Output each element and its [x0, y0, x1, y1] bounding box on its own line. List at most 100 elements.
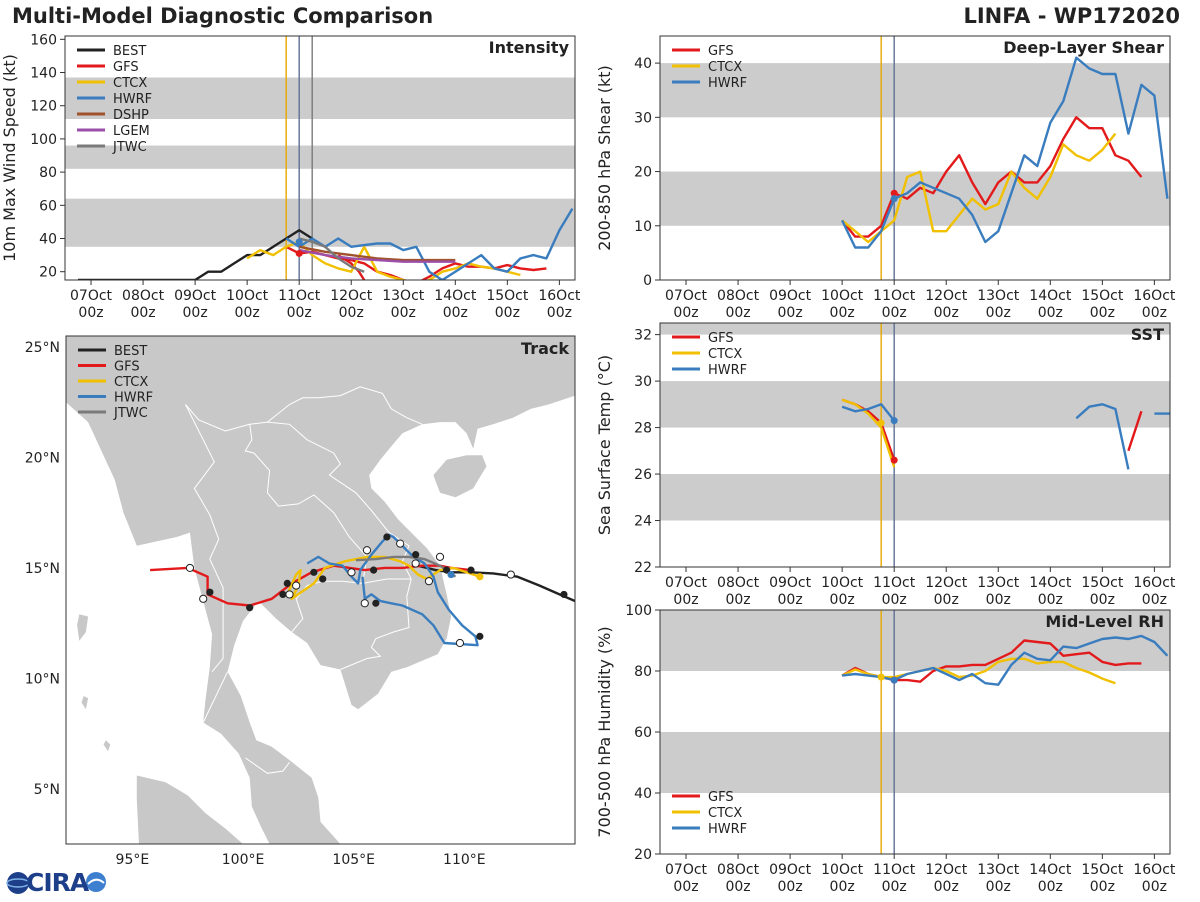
x-tick-label-date: 09Oct: [769, 288, 812, 304]
x-tick-label-date: 12Oct: [330, 288, 373, 304]
x-tick-label-date: 14Oct: [1029, 575, 1072, 591]
track-position-marker: [443, 566, 451, 574]
y-tick-label: 100: [625, 603, 652, 619]
x-tick-label-hour: 00z: [235, 305, 260, 321]
track-position-marker: [347, 568, 356, 577]
point-marker-hwrf: [295, 238, 303, 246]
y-tick-label: 40: [634, 786, 652, 802]
axes-frame: [64, 35, 576, 281]
chart-sst: 22242628303207Oct00z08Oct00z09Oct00z10Oc…: [595, 322, 1176, 608]
y-tick-label: 26: [634, 467, 652, 483]
land-mass: [136, 775, 243, 844]
track-position-marker: [283, 579, 291, 587]
x-tick-label-date: 16Oct: [538, 288, 581, 304]
x-tick-label-hour: 00z: [725, 879, 750, 895]
x-tick-label-date: 09Oct: [174, 288, 217, 304]
x-tick-label-date: 12Oct: [925, 288, 968, 304]
x-tick-label-date: 14Oct: [434, 288, 477, 304]
panel-title: Deep-Layer Shear: [1003, 38, 1164, 57]
country-border: [267, 421, 412, 670]
point-marker-gfs: [295, 249, 303, 257]
x-tick-label-date: 07Oct: [665, 862, 708, 878]
gray-band: [660, 323, 1170, 335]
x-tick-label-hour: 00z: [443, 305, 468, 321]
track-position-marker: [560, 590, 568, 599]
y-tick-label: 160: [30, 32, 57, 48]
y-tick-label: 100: [30, 132, 57, 148]
y-tick-label: 60: [634, 725, 652, 741]
x-tick-label-date: 09Oct: [769, 862, 812, 878]
track-position-marker: [411, 559, 420, 568]
track-position-marker: [412, 551, 420, 559]
track-position-marker: [206, 588, 214, 596]
point-marker-ctcx: [877, 673, 885, 681]
y-tick-label: 40: [634, 56, 652, 72]
x-tick-label-hour: 00z: [725, 592, 750, 608]
latitude-label: 10°N: [25, 671, 60, 687]
x-tick-label-date: 15Oct: [486, 288, 529, 304]
x-tick-label-date: 11Oct: [873, 288, 916, 304]
point-marker-hwrf: [890, 676, 898, 684]
point-marker-hwrf: [890, 417, 898, 425]
x-tick-label-date: 16Oct: [1133, 288, 1176, 304]
x-tick-label-date: 07Oct: [665, 288, 708, 304]
track-position-marker: [199, 594, 208, 603]
x-tick-label-date: 16Oct: [1133, 862, 1176, 878]
legend-label: GFS: [114, 360, 140, 375]
track-position-marker: [424, 577, 434, 586]
y-tick-label: 20: [39, 265, 57, 281]
y-tick-label: 0: [643, 273, 652, 289]
track-position-marker: [506, 570, 515, 579]
x-tick-label-date: 10Oct: [821, 862, 864, 878]
axes-frame: [659, 322, 1171, 568]
track-position-marker: [246, 604, 254, 612]
x-tick-label-date: 11Oct: [278, 288, 321, 304]
x-tick-label-date: 13Oct: [977, 862, 1020, 878]
x-tick-label-hour: 00z: [986, 592, 1011, 608]
x-tick-label-hour: 00z: [830, 305, 855, 321]
track-position-marker: [447, 570, 455, 579]
gray-band: [65, 198, 575, 247]
legend-label: CTCX: [114, 375, 148, 390]
y-tick-label: 20: [634, 847, 652, 863]
x-tick-label-date: 14Oct: [1029, 862, 1072, 878]
legend-label: CTCX: [708, 347, 742, 362]
latitude-label: 5°N: [34, 782, 60, 798]
track-position-marker: [455, 638, 465, 648]
plot-area: [660, 36, 1170, 280]
longitude-label: 100°E: [222, 852, 265, 868]
y-tick-label: 30: [634, 110, 652, 126]
track-position-marker: [467, 566, 475, 574]
country-border: [185, 404, 224, 673]
track-position-marker: [370, 566, 378, 574]
latitude-label: 25°N: [25, 340, 60, 356]
track-position-marker: [396, 539, 405, 548]
y-tick-label: 140: [30, 66, 57, 82]
panel-title: Mid-Level RH: [1045, 612, 1164, 631]
x-tick-label-hour: 00z: [1038, 305, 1063, 321]
x-tick-label-hour: 00z: [986, 305, 1011, 321]
x-tick-label-hour: 00z: [778, 879, 803, 895]
legend-label: GFS: [113, 60, 139, 75]
country-border: [244, 424, 368, 584]
x-tick-label-hour: 00z: [339, 305, 364, 321]
series-line-ctcx: [841, 398, 896, 468]
legend-label: HWRF: [708, 76, 747, 91]
track-position-marker: [319, 575, 327, 583]
land-mass: [103, 740, 111, 752]
x-tick-label-date: 08Oct: [122, 288, 165, 304]
land-mass: [77, 614, 89, 641]
x-tick-label-hour: 00z: [1090, 879, 1115, 895]
legend-label: DSHP: [113, 108, 149, 123]
x-tick-label-hour: 00z: [934, 592, 959, 608]
track-line-jtwc: [355, 555, 457, 578]
x-tick-label-hour: 00z: [1142, 305, 1167, 321]
x-tick-label-date: 10Oct: [821, 288, 864, 304]
x-tick-label-hour: 00z: [130, 305, 155, 321]
land-mass: [433, 455, 487, 498]
x-tick-label-date: 12Oct: [925, 575, 968, 591]
plot-area: [660, 323, 1170, 567]
x-tick-label-date: 16Oct: [1133, 575, 1176, 591]
map-frame: [65, 335, 576, 845]
